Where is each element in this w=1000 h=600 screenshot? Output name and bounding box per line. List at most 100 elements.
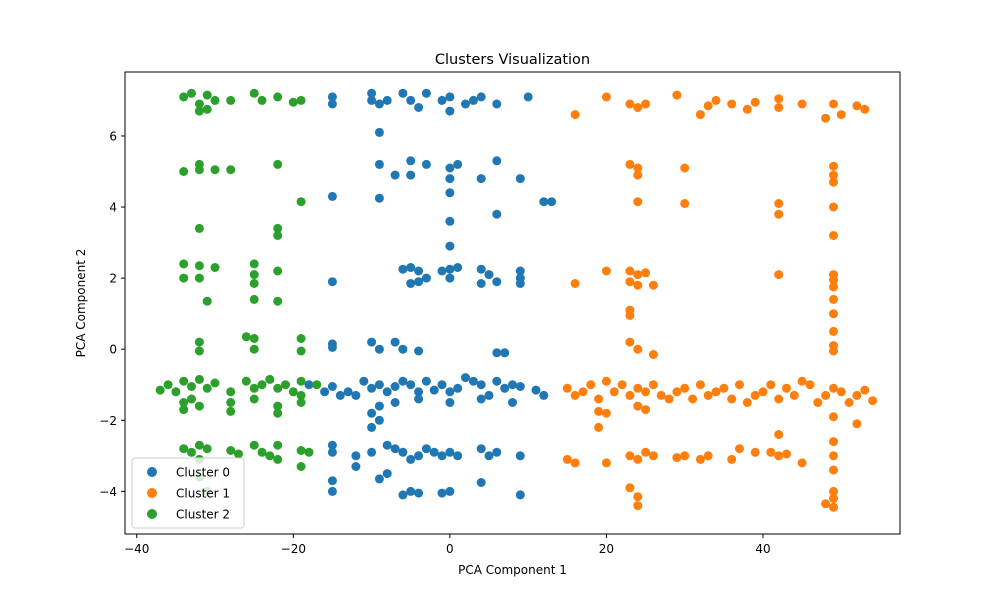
point-cluster-0: [406, 263, 416, 272]
point-cluster-2: [273, 383, 283, 393]
y-tick-label: 4: [109, 201, 117, 215]
point-cluster-2: [194, 346, 204, 356]
point-cluster-0: [453, 451, 463, 461]
point-cluster-1: [594, 406, 604, 416]
point-cluster-0: [374, 193, 384, 203]
y-tick-label: 6: [109, 129, 117, 143]
point-cluster-2: [194, 261, 204, 271]
point-cluster-2: [187, 382, 196, 391]
point-cluster-0: [437, 95, 447, 105]
point-cluster-2: [249, 394, 259, 404]
point-cluster-1: [829, 494, 838, 503]
point-cluster-0: [500, 383, 510, 393]
point-cluster-0: [374, 344, 384, 354]
point-cluster-1: [836, 110, 846, 120]
point-cluster-1: [868, 396, 878, 406]
point-cluster-1: [570, 458, 580, 468]
point-cluster-1: [648, 380, 658, 390]
point-cluster-1: [805, 380, 815, 390]
point-cluster-1: [829, 412, 838, 422]
point-cluster-0: [437, 451, 447, 461]
point-cluster-1: [829, 231, 838, 240]
point-cluster-1: [774, 451, 784, 461]
point-cluster-1: [594, 422, 604, 432]
point-cluster-1: [633, 270, 643, 280]
point-cluster-0: [445, 387, 455, 397]
point-cluster-0: [390, 444, 400, 454]
point-cluster-0: [421, 444, 431, 454]
point-cluster-1: [594, 394, 604, 404]
point-cluster-0: [406, 486, 416, 496]
x-tick-label: −20: [281, 542, 306, 556]
point-cluster-2: [226, 446, 236, 455]
point-cluster-1: [766, 380, 776, 390]
point-cluster-1: [641, 387, 651, 397]
point-cluster-2: [273, 296, 283, 306]
point-cluster-0: [367, 408, 377, 418]
legend-label-cluster-2: Cluster 2: [176, 508, 230, 522]
point-cluster-2: [273, 223, 283, 233]
point-cluster-0: [367, 88, 377, 98]
point-cluster-0: [382, 440, 392, 450]
point-cluster-0: [476, 264, 486, 274]
points-layer: [155, 88, 878, 512]
point-cluster-1: [782, 449, 791, 459]
point-cluster-2: [249, 294, 259, 304]
point-cluster-1: [633, 344, 643, 354]
point-cluster-0: [437, 488, 447, 498]
y-axis-ticks: −4 −2 0 2 4 6: [99, 129, 125, 499]
point-cluster-0: [390, 337, 400, 347]
point-cluster-1: [821, 113, 831, 123]
point-cluster-2: [265, 374, 275, 384]
point-cluster-0: [351, 462, 361, 471]
point-cluster-1: [836, 387, 846, 397]
point-cluster-0: [445, 188, 455, 198]
point-cluster-2: [249, 270, 259, 280]
point-cluster-1: [562, 454, 572, 464]
point-cluster-2: [202, 90, 212, 100]
point-cluster-0: [515, 490, 525, 500]
point-cluster-2: [296, 334, 306, 343]
point-cluster-0: [406, 454, 416, 464]
point-cluster-0: [374, 159, 384, 169]
point-cluster-1: [735, 444, 744, 454]
y-tick-label: −2: [99, 414, 117, 428]
point-cluster-0: [374, 415, 384, 425]
point-cluster-2: [296, 376, 306, 386]
point-cluster-2: [226, 398, 236, 407]
point-cluster-0: [468, 376, 478, 386]
point-cluster-1: [633, 103, 643, 112]
point-cluster-1: [601, 266, 611, 276]
point-cluster-1: [601, 458, 611, 468]
point-cluster-1: [829, 326, 838, 336]
point-cluster-2: [155, 385, 165, 395]
point-cluster-2: [257, 95, 267, 105]
point-cluster-1: [703, 101, 713, 111]
point-cluster-1: [625, 99, 635, 109]
chart-title: Clusters Visualization: [435, 52, 590, 68]
point-cluster-1: [860, 385, 870, 395]
point-cluster-1: [735, 380, 744, 390]
point-cluster-1: [727, 99, 737, 109]
point-cluster-2: [273, 266, 283, 276]
point-cluster-1: [625, 266, 635, 276]
point-cluster-1: [695, 110, 705, 120]
point-cluster-0: [492, 209, 502, 219]
point-cluster-0: [406, 170, 416, 180]
point-cluster-1: [829, 341, 838, 351]
legend-label-cluster-1: Cluster 1: [176, 487, 230, 501]
point-cluster-0: [421, 159, 431, 169]
point-cluster-0: [461, 373, 470, 383]
point-cluster-1: [711, 387, 721, 397]
point-cluster-1: [829, 161, 838, 171]
point-cluster-2: [273, 92, 283, 102]
point-cluster-1: [695, 454, 705, 464]
point-cluster-2: [187, 394, 196, 404]
point-cluster-0: [476, 92, 486, 102]
point-cluster-0: [374, 380, 384, 390]
point-cluster-0: [476, 380, 486, 390]
point-cluster-0: [461, 99, 470, 109]
point-cluster-0: [304, 380, 314, 390]
point-cluster-2: [202, 444, 212, 454]
point-cluster-0: [374, 474, 384, 484]
